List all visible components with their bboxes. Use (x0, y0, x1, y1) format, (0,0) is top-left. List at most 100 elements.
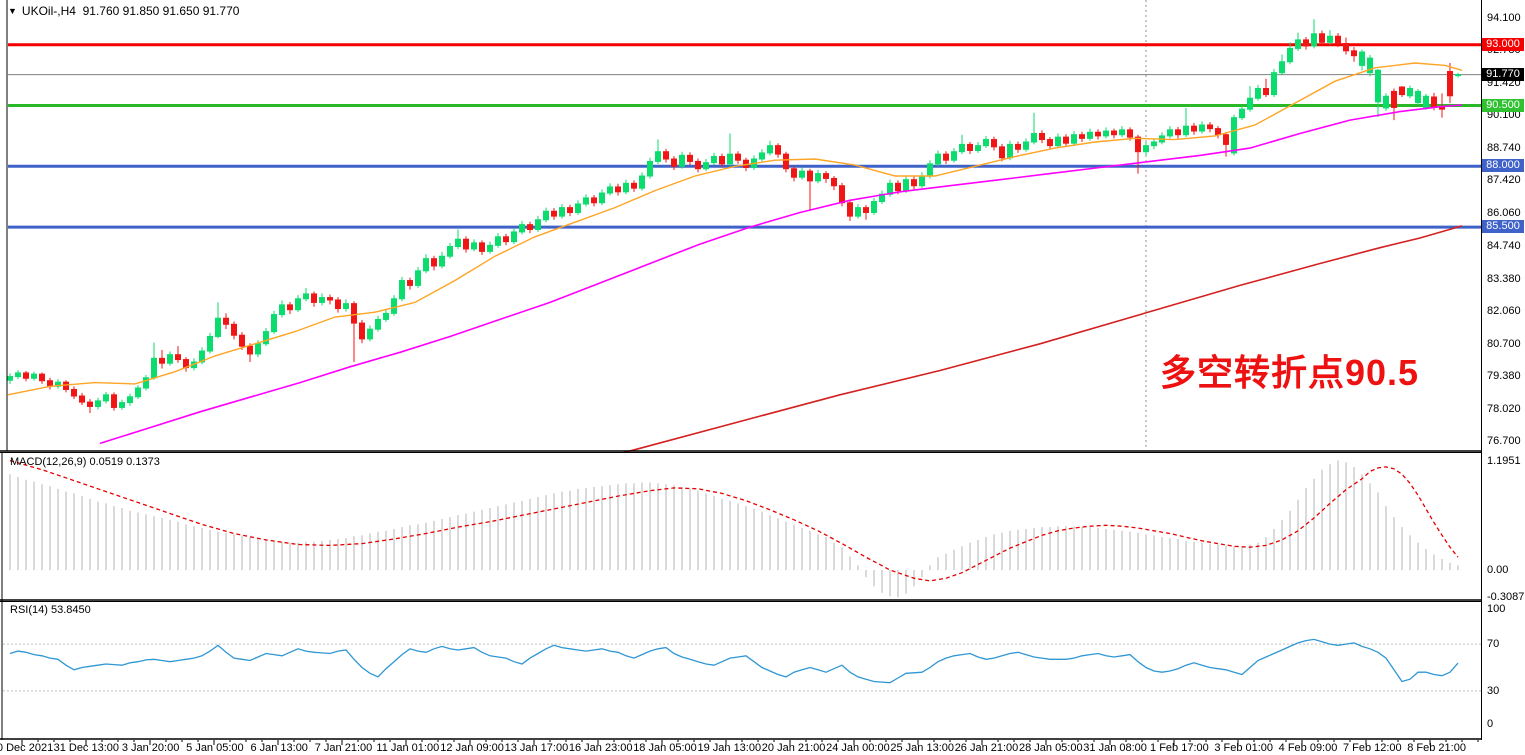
time-label: 16 Jan 23:00 (568, 742, 633, 754)
candle-body (895, 182, 901, 192)
time-label: 31 Jan 08:00 (1083, 742, 1147, 754)
candle-body (847, 202, 853, 217)
rsi-panel[interactable] (0, 601, 1482, 740)
candle-body (1063, 136, 1069, 144)
macd-panel[interactable] (0, 452, 1482, 601)
candle-body (1199, 124, 1205, 132)
price-tick-label: 86.060 (1487, 207, 1521, 220)
rsi-axis-label: 70 (1487, 638, 1500, 650)
rsi-axis-label: 100 (1487, 603, 1506, 615)
rsi-indicator-label: RSI(14) 53.8450 (10, 604, 91, 616)
candle-body (151, 357, 157, 379)
candle-body (903, 179, 909, 192)
candle-body (815, 173, 821, 182)
candle-body (1255, 87, 1261, 99)
macd-indicator-label: MACD(12,26,9) 0.0519 0.1373 (10, 456, 160, 468)
time-label: 1 Feb 17:00 (1150, 742, 1209, 754)
candle-body (1247, 97, 1253, 110)
candle-body (215, 317, 221, 337)
candle-body (511, 231, 517, 243)
candle-body (1303, 39, 1309, 47)
candle-body (1039, 132, 1045, 141)
symbol-timeframe: UKOil-,H4 (21, 4, 76, 18)
candle-body (167, 354, 173, 364)
candle-body (271, 314, 277, 333)
candle-body (431, 258, 437, 267)
candle-body (783, 153, 789, 170)
rsi-axis-label: 30 (1487, 685, 1500, 697)
candle-body (39, 373, 45, 382)
candle-body (127, 396, 133, 404)
candle-body (1311, 33, 1317, 47)
candle-body (807, 170, 813, 182)
candle-body (567, 207, 573, 213)
candle-body (1015, 143, 1021, 150)
time-label: 7 Jan 21:00 (314, 742, 373, 754)
candle-body (255, 343, 261, 355)
candle-body (1271, 72, 1277, 96)
candle-body (975, 145, 981, 151)
price-tag-85.500: 85.500 (1482, 220, 1524, 234)
candle-body (1263, 87, 1269, 96)
time-label: 30 Dec 2021 (0, 742, 54, 754)
candle-body (1423, 95, 1429, 108)
candle-body (79, 395, 85, 403)
price-chart-panel[interactable] (0, 0, 1482, 452)
candle-body (1135, 136, 1141, 153)
time-label: 7 Feb 12:00 (1342, 742, 1402, 754)
candle-body (1399, 86, 1405, 96)
candle-body (799, 170, 805, 178)
candle-body (711, 156, 717, 164)
time-label: 6 Jan 13:00 (250, 742, 308, 754)
candle-body (495, 236, 501, 246)
candle-body (1431, 96, 1437, 108)
candle-body (143, 377, 149, 389)
ma-fast-line (7, 62, 1463, 396)
candle-body (439, 255, 445, 267)
candle-body (487, 244, 493, 252)
candle-body (583, 197, 589, 205)
time-label: 20 Jan 21:00 (761, 742, 826, 754)
candle-body (447, 246, 453, 257)
price-axis[interactable]: 94.10092.78091.42090.10088.74087.42086.0… (1482, 0, 1525, 755)
candle-body (7, 376, 13, 381)
price-tick-label: 76.700 (1487, 434, 1521, 447)
time-label: 5 Jan 05:00 (186, 742, 244, 754)
time-label: 18 Jan 05:00 (633, 742, 697, 754)
candle-body (351, 303, 357, 324)
candle-body (535, 219, 541, 230)
macd-axis-min: -0.3087 (1487, 591, 1525, 603)
ma-mid-line (99, 104, 1463, 445)
candle-body (1415, 90, 1421, 104)
candle-body (423, 258, 429, 272)
candle-body (991, 139, 997, 148)
candle-body (935, 153, 941, 165)
candle-body (319, 297, 325, 303)
time-label: 4 Feb 09:00 (1278, 742, 1338, 754)
candle-body (1239, 108, 1245, 119)
ma-slow-line (622, 225, 1463, 452)
price-tag-90.500: 90.500 (1482, 98, 1524, 112)
candle-body (1375, 69, 1381, 103)
candle-body (303, 293, 309, 300)
candle-body (623, 182, 629, 193)
candle-body (1167, 129, 1173, 137)
candle-body (1079, 134, 1085, 139)
symbol-dropdown-icon[interactable]: ▼ (8, 6, 17, 16)
candle-body (727, 153, 733, 165)
candle-body (1231, 117, 1237, 154)
candle-body (687, 154, 693, 162)
candle-body (1383, 95, 1389, 109)
chart-title: ▼ UKOil-,H4 91.760 91.850 91.650 91.770 (8, 4, 239, 18)
candle-body (1367, 57, 1373, 74)
price-tick-label: 83.380 (1487, 272, 1521, 285)
candle-body (87, 401, 93, 407)
candle-body (1031, 132, 1037, 143)
candle-body (471, 242, 477, 250)
candle-body (1215, 128, 1221, 136)
candle-body (159, 357, 165, 364)
candle-body (415, 270, 421, 286)
candle-body (279, 304, 285, 316)
ohlc-values: 91.760 91.850 91.650 91.770 (82, 4, 240, 18)
